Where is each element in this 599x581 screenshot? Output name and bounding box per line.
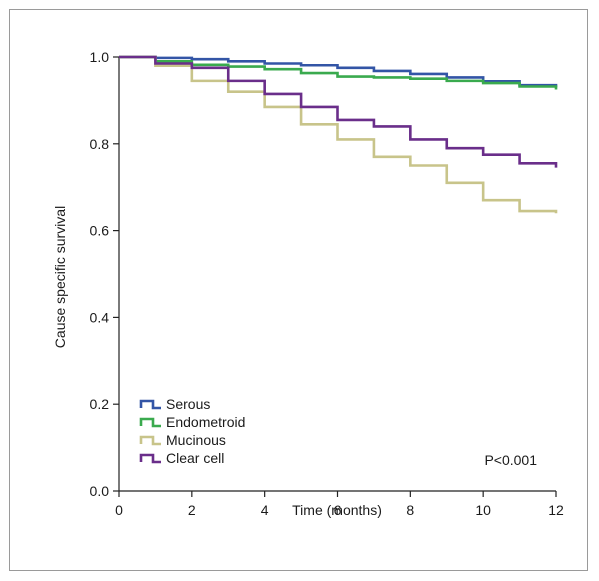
x-tick-label: 10 [475,502,491,518]
y-tick-label: 0.8 [90,136,110,152]
y-axis-label: Cause specific survival [52,206,68,348]
x-tick-label: 2 [188,502,196,518]
series-line-clear-cell [119,55,558,168]
y-tick-label: 0.4 [90,309,110,325]
x-tick-label: 12 [548,502,564,518]
series-line-mucinous [119,55,558,214]
x-tick-label: 0 [115,502,123,518]
y-tick-label: 0.0 [90,483,110,499]
legend-swatch [139,399,161,410]
survival-curves [119,55,558,214]
x-tick-label: 4 [261,502,269,518]
legend: Serous Endometroid Mucinous Clear cell [139,396,245,466]
legend-label: Endometroid [166,414,245,430]
x-tick-label: 8 [406,502,414,518]
x-axis-label: Time (months) [292,502,382,518]
y-tick-label: 1.0 [90,49,110,65]
legend-swatch [139,435,161,446]
legend-swatch [139,453,161,464]
legend-label: Mucinous [166,432,226,448]
series-line-endometroid [119,55,558,90]
legend-label: Clear cell [166,450,224,466]
y-tick-label: 0.6 [90,223,110,239]
legend-swatch [139,417,161,428]
x-tick-label: 6 [334,502,342,518]
p-value-annotation: P<0.001 [484,452,537,468]
axes: 0 2 4 6 8 10 12 0.0 0.2 0.4 0.6 0.8 1.0 [90,49,564,518]
chart-frame [9,9,588,571]
y-tick-label: 0.2 [90,396,110,412]
legend-label: Serous [166,396,210,412]
